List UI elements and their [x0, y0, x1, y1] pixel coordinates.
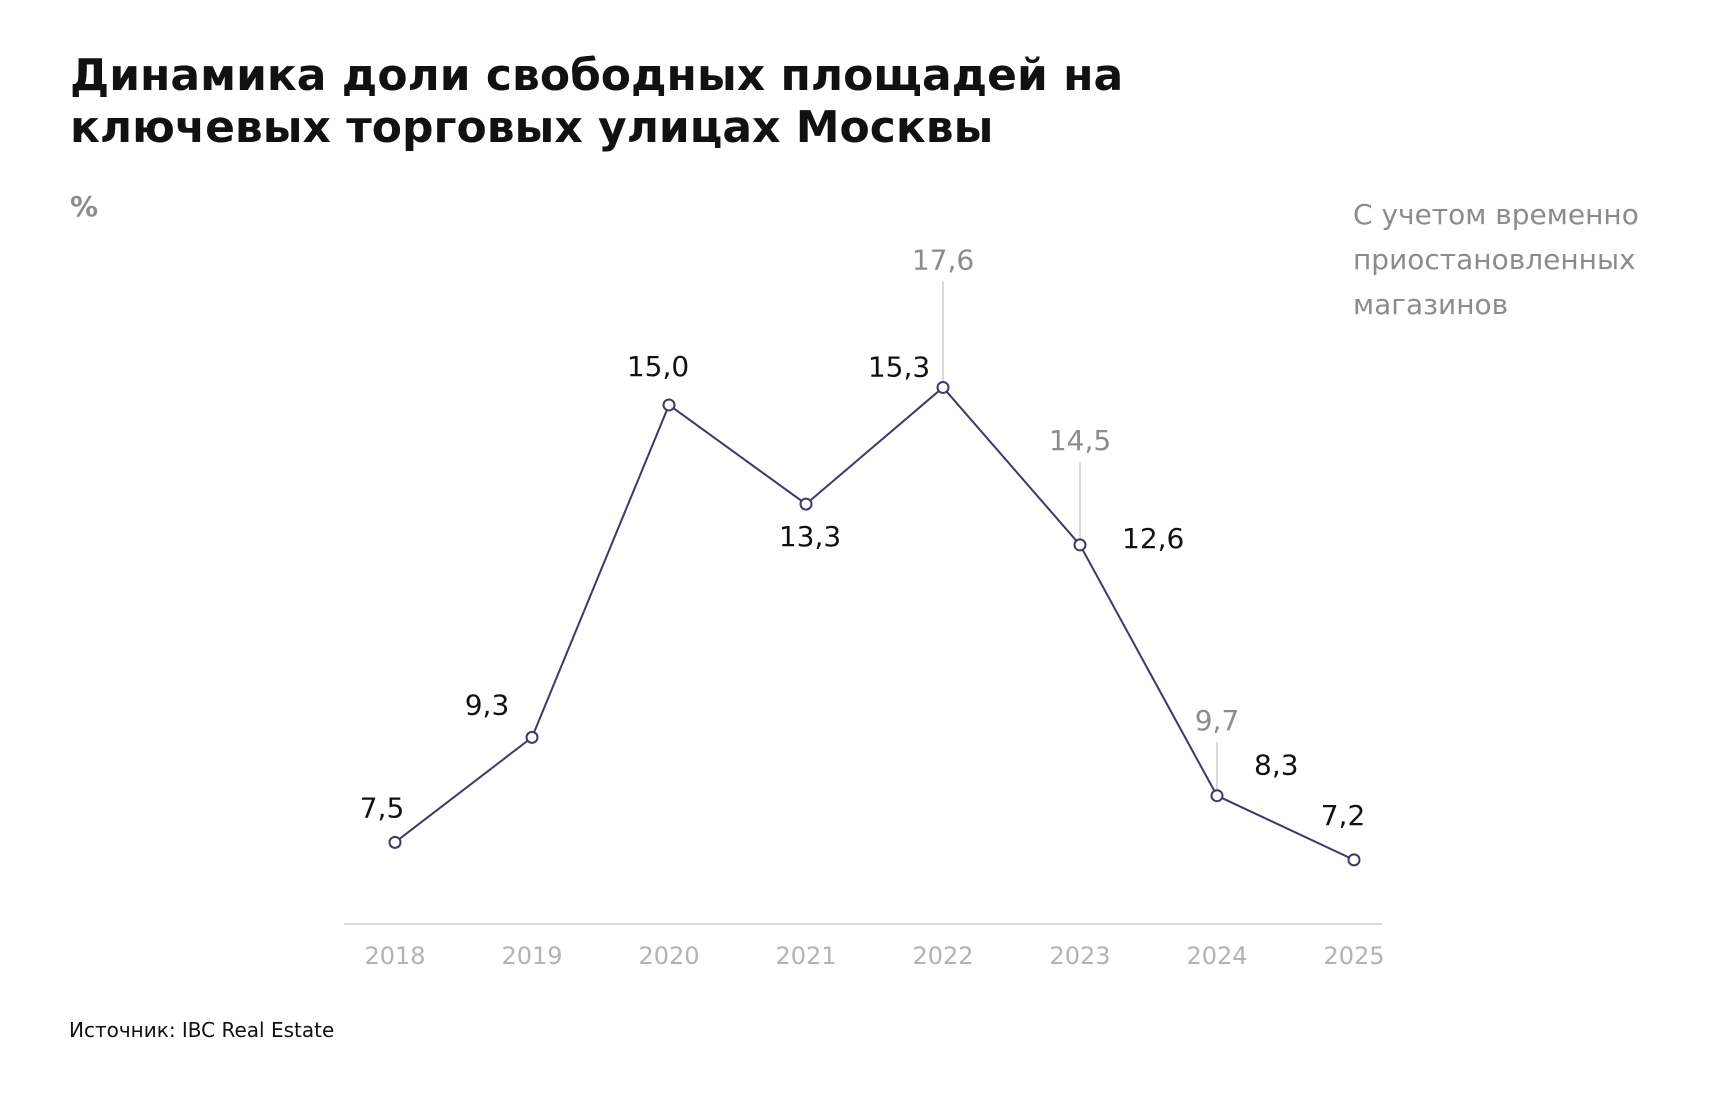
value-label: 9,3 — [465, 688, 510, 721]
x-tick-label: 2025 — [1323, 942, 1384, 970]
chart-title: Динамика доли свободных площадей на ключ… — [70, 50, 1124, 153]
x-tick-label: 2021 — [775, 942, 836, 970]
marker — [799, 497, 813, 511]
value-label: 15,3 — [868, 350, 930, 383]
value-label: 14,5 — [1049, 424, 1111, 457]
x-tick-label: 2023 — [1049, 942, 1110, 970]
source: Источник: IBC Real Estate — [69, 1018, 335, 1042]
value-label: 7,2 — [1321, 799, 1366, 832]
value-label: 8,3 — [1254, 749, 1299, 782]
legend-entry: С учетом временно приостановленных магаз… — [1353, 198, 1639, 321]
marker — [1073, 538, 1087, 552]
x-tick-label: 2018 — [364, 942, 425, 970]
value-label: 12,6 — [1122, 522, 1184, 555]
value-label: 9,7 — [1195, 704, 1240, 737]
x-tick-label: 2019 — [501, 942, 562, 970]
value-label: 17,6 — [912, 243, 974, 276]
marker — [388, 835, 402, 849]
value-label: 15,0 — [627, 350, 689, 383]
x-tick-label: 2020 — [638, 942, 699, 970]
line — [394, 386, 1355, 861]
y-axis-label: % — [70, 190, 99, 223]
x-tick-label: 2024 — [1186, 942, 1247, 970]
marker — [525, 730, 539, 744]
marker — [662, 398, 676, 412]
x-tick-label: 2022 — [912, 942, 973, 970]
value-label: 13,3 — [779, 520, 841, 553]
marker — [1347, 853, 1361, 867]
marker — [1210, 789, 1224, 803]
marker — [936, 380, 950, 394]
value-label: 7,5 — [360, 791, 405, 824]
